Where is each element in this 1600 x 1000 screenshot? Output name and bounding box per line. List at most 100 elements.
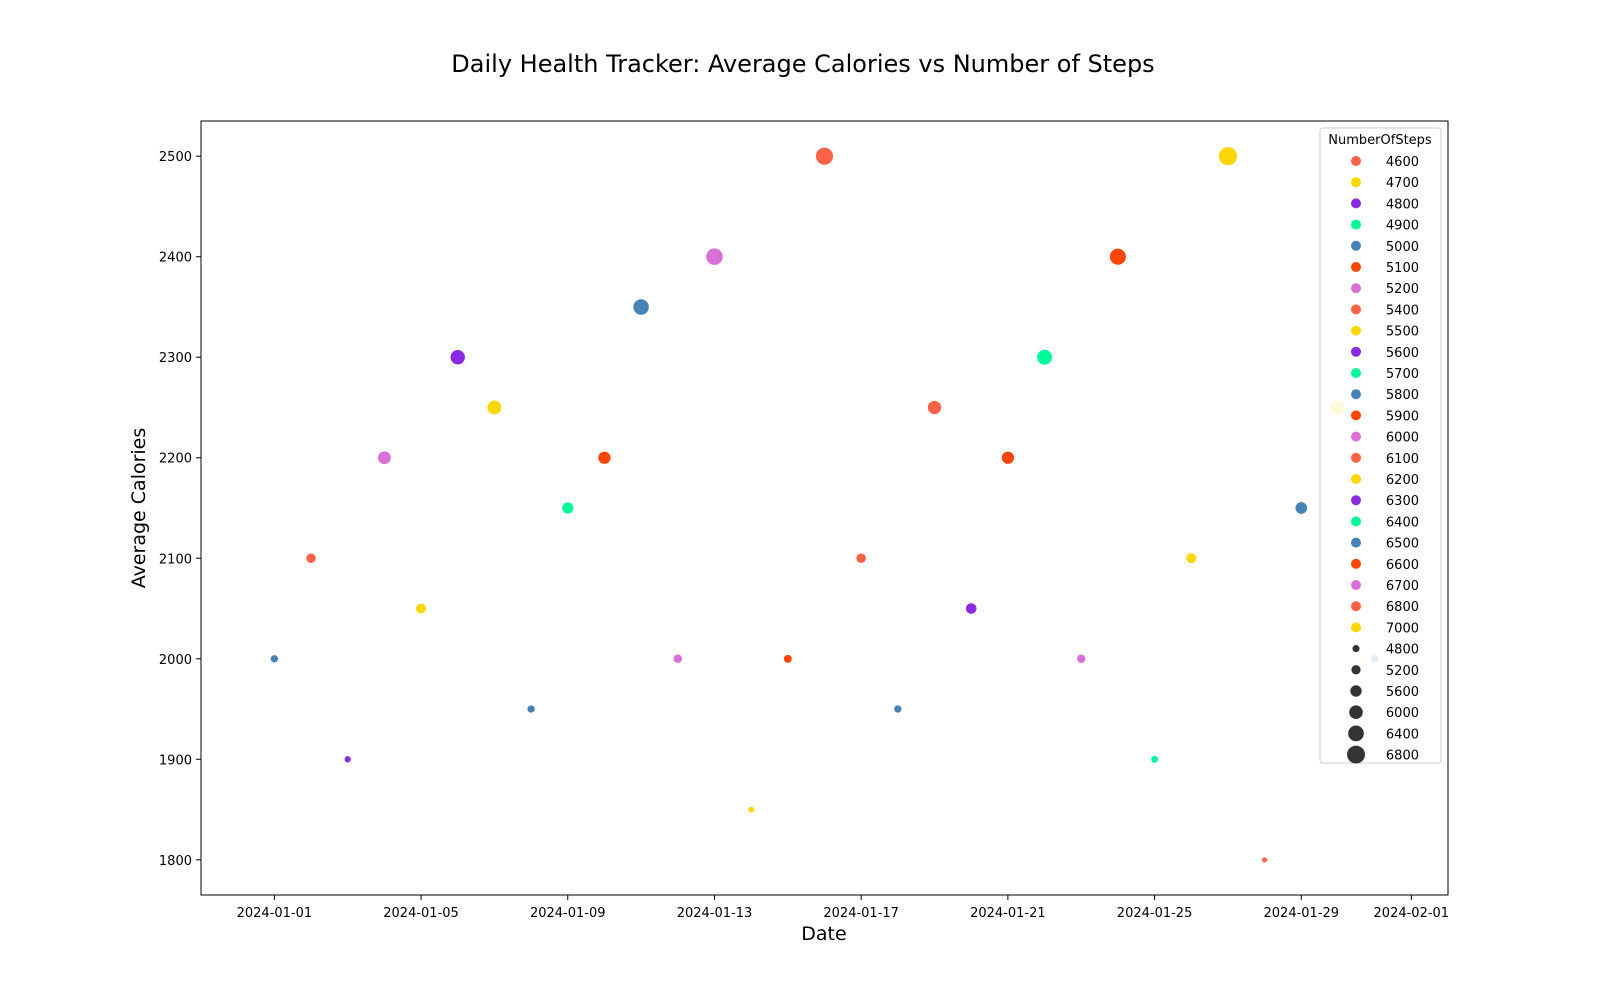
data-point: [927, 400, 942, 415]
legend-marker: [1351, 622, 1361, 633]
legend-marker: [1351, 601, 1361, 612]
legend: NumberOfSteps 4600 4700 4800 4900 5000 5100 52…: [1319, 127, 1442, 764]
legend-label: 6700: [1386, 579, 1419, 594]
data-point: [893, 704, 903, 714]
data-point: [705, 247, 724, 266]
legend-marker: [1351, 580, 1361, 590]
legend-size-label: 4800: [1386, 643, 1419, 658]
data-point: [1109, 247, 1127, 266]
legend-label: 6500: [1386, 537, 1419, 552]
x-tick-label: 2024-01-21: [970, 906, 1046, 921]
data-point: [597, 450, 612, 465]
legend-label: 6300: [1386, 494, 1419, 509]
legend-marker: [1351, 240, 1361, 251]
legend-marker: [1351, 156, 1361, 166]
legend-label: 5500: [1386, 325, 1419, 340]
legend-marker: [1351, 558, 1361, 569]
legend-label: 5600: [1386, 346, 1419, 361]
y-tick-label: 2400: [159, 251, 192, 266]
data-point: [855, 552, 867, 564]
legend-size-label: 6400: [1386, 727, 1419, 742]
x-tick-label: 2024-01-29: [1264, 906, 1340, 921]
legend-label: 6000: [1386, 431, 1419, 446]
legend-marker: [1351, 516, 1361, 527]
legend-label: 6400: [1386, 515, 1419, 530]
legend-marker: [1351, 283, 1361, 294]
y-tick-label: 2000: [159, 653, 192, 668]
legend-marker: [1351, 389, 1361, 400]
legend-label: 6100: [1386, 452, 1419, 467]
legend-marker: [1351, 325, 1361, 336]
y-axis-label: Average Calories: [128, 428, 150, 589]
legend-marker: [1351, 431, 1361, 442]
legend-label: 6800: [1386, 600, 1419, 615]
legend-size-label: 5200: [1386, 664, 1419, 679]
legend-size-marker: [1351, 665, 1361, 675]
data-point: [1294, 501, 1308, 515]
legend-marker: [1351, 346, 1361, 357]
legend-size-marker: [1348, 725, 1364, 742]
legend-size-marker: [1347, 745, 1365, 764]
data-point: [1218, 146, 1238, 167]
legend-marker: [1351, 537, 1361, 548]
legend-marker: [1351, 198, 1361, 209]
data-point: [672, 653, 683, 664]
legend-size-marker: [1350, 685, 1362, 697]
x-tick-label: 2024-01-25: [1117, 906, 1193, 921]
legend-marker: [1351, 495, 1361, 506]
legend-marker: [1351, 452, 1361, 463]
legend-label: 7000: [1386, 621, 1419, 636]
legend-marker: [1351, 262, 1361, 272]
plot-frame: [200, 120, 1449, 896]
legend-title: NumberOfSteps: [1328, 133, 1432, 148]
legend-label: 5200: [1386, 282, 1419, 297]
legend-label: 6200: [1386, 473, 1419, 488]
y-tick-label: 2300: [159, 351, 192, 366]
legend-marker: [1351, 368, 1361, 378]
legend-box: [1319, 127, 1442, 764]
data-point: [526, 704, 536, 714]
legend-marker: [1351, 304, 1361, 315]
legend-marker: [1351, 410, 1361, 421]
x-tick-label: 2024-01-17: [823, 906, 899, 921]
y-tick-label: 1900: [159, 753, 192, 768]
data-point: [305, 552, 317, 564]
legend-marker: [1351, 177, 1361, 188]
y-tick-label: 2100: [159, 552, 192, 567]
legend-size-label: 6000: [1386, 706, 1419, 721]
x-axis: 2024-01-01 2024-01-05 2024-01-09 2024-01-13…: [237, 895, 1450, 921]
data-point: [486, 399, 503, 416]
y-axis: 1800 1900 2000 2100 2200 2300 2400 2500: [159, 150, 201, 869]
x-axis-label: Date: [801, 923, 846, 945]
legend-label: 5800: [1386, 388, 1419, 403]
legend-label: 5900: [1386, 409, 1419, 424]
data-point: [747, 805, 755, 814]
data-point: [783, 654, 793, 664]
legend-label: 5400: [1386, 303, 1419, 318]
data-point: [343, 755, 352, 764]
legend-label: 4700: [1386, 176, 1419, 191]
data-point: [1036, 348, 1053, 366]
legend-label: 4600: [1386, 155, 1419, 170]
data-point: [1076, 653, 1087, 664]
data-point: [632, 298, 650, 316]
data-point: [815, 146, 834, 166]
legend-marker: [1351, 474, 1361, 484]
legend-label: 5000: [1386, 240, 1419, 255]
chart-title: Daily Health Tracker: Average Calories v…: [451, 50, 1154, 78]
x-tick-label: 2024-01-01: [237, 906, 313, 921]
x-tick-label: 2024-02-01: [1374, 906, 1450, 921]
legend-size-marker: [1349, 705, 1363, 719]
data-point: [269, 654, 279, 664]
data-point: [561, 501, 575, 515]
data-points: [269, 146, 1380, 864]
y-tick-label: 1800: [159, 854, 192, 869]
data-point: [1185, 552, 1198, 565]
data-point: [1150, 755, 1159, 764]
data-point: [377, 450, 392, 465]
legend-size-label: 5600: [1386, 685, 1419, 700]
legend-label: 4800: [1386, 197, 1419, 212]
data-point: [415, 602, 427, 615]
legend-label: 6600: [1386, 558, 1419, 573]
